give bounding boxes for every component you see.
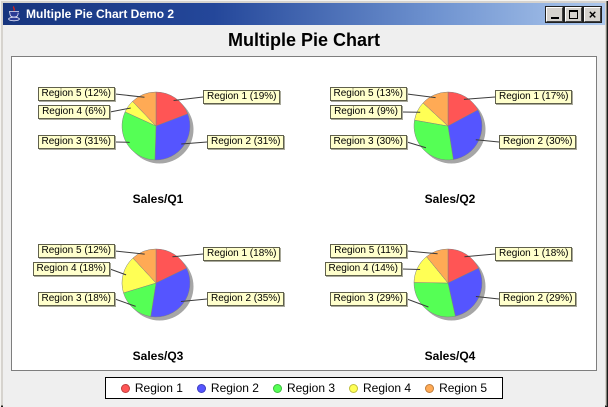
pie-section-label: Region 1 (19%) bbox=[203, 90, 281, 104]
close-button[interactable]: × bbox=[583, 5, 602, 23]
chart-legend: Region 1 Region 2 Region 3 Region 4 Regi… bbox=[104, 377, 504, 399]
label-connector-line bbox=[475, 139, 500, 143]
pie-slice-region-3 bbox=[121, 111, 157, 161]
pie-section-label: Region 5 (13%) bbox=[329, 87, 407, 101]
label-connector-line bbox=[406, 298, 429, 308]
label-connector-line bbox=[463, 96, 496, 100]
pie-slice-region-5 bbox=[132, 248, 157, 284]
pie-section-label: Region 2 (31%) bbox=[207, 135, 285, 149]
pie-section-label: Region 3 (29%) bbox=[329, 292, 407, 306]
legend-item-region-3: Region 3 bbox=[272, 381, 336, 395]
window-controls: × bbox=[545, 5, 602, 23]
pie-svg-sales-q4 bbox=[401, 248, 500, 321]
pie-svg-sales-q2 bbox=[401, 91, 500, 164]
pie-section-label: Region 4 (9%) bbox=[330, 105, 402, 119]
label-connector-line bbox=[464, 253, 496, 258]
pie-section-label: Region 5 (11%) bbox=[330, 244, 407, 258]
pie-slice-region-2 bbox=[447, 109, 483, 160]
subchart-title-q1: Sales/Q1 bbox=[132, 192, 184, 206]
label-connector-line bbox=[109, 268, 127, 276]
legend-item-region-4: Region 4 bbox=[349, 381, 411, 395]
label-connector-line bbox=[406, 93, 436, 99]
close-icon: × bbox=[588, 6, 597, 22]
label-connector-line bbox=[181, 141, 208, 145]
window-content: Multiple Pie Chart Sales/Q1 Region 1 (19… bbox=[3, 25, 605, 407]
legend-label-region-2: Region 2 bbox=[210, 381, 259, 395]
pie-chart-q1: Sales/Q1 Region 1 (19%) Region 2 (31%) Reg… bbox=[12, 57, 304, 214]
legend-swatch-region-1 bbox=[120, 383, 130, 393]
pie-section-label: Region 2 (29%) bbox=[499, 292, 577, 306]
legend-swatch-region-5 bbox=[425, 383, 435, 393]
java-cup-handle bbox=[17, 11, 20, 17]
pie-svg-sales-q1 bbox=[109, 91, 208, 164]
legend-swatch-region-2 bbox=[196, 383, 206, 393]
pie-chart-q4: Sales/Q4 Region 1 (18%) Region 2 (29%) Reg… bbox=[304, 214, 596, 370]
pie-section-label: Region 1 (17%) bbox=[495, 90, 573, 104]
pie-section-label: Region 4 (14%) bbox=[324, 262, 402, 276]
pie-section-label: Region 3 (18%) bbox=[37, 292, 115, 306]
legend-swatch-region-4 bbox=[349, 383, 359, 393]
legend-label-region-3: Region 3 bbox=[286, 381, 336, 395]
label-connector-line bbox=[114, 93, 145, 98]
label-connector-line bbox=[475, 296, 500, 300]
label-connector-line bbox=[114, 298, 136, 307]
subchart-title-q4: Sales/Q4 bbox=[424, 349, 476, 363]
title-bar[interactable]: Multiple Pie Chart Demo 2 × bbox=[3, 3, 605, 25]
java-icon[interactable] bbox=[6, 6, 22, 22]
pie-section-label: Region 2 (35%) bbox=[207, 292, 285, 306]
java-saucer bbox=[8, 16, 20, 22]
pie-slice-region-5 bbox=[132, 91, 157, 127]
legend-label-region-5: Region 5 bbox=[439, 381, 488, 395]
legend-item-region-1: Region 1 bbox=[120, 381, 183, 395]
label-connector-line bbox=[406, 141, 427, 149]
legend-swatch-region-3 bbox=[272, 383, 282, 393]
pie-section-label: Region 4 (18%) bbox=[32, 262, 110, 276]
pie-section-label: Region 1 (18%) bbox=[495, 247, 573, 261]
pie-section-label: Region 3 (30%) bbox=[329, 135, 407, 149]
pie-slice-region-2 bbox=[447, 267, 483, 317]
pie-section-label: Region 2 (30%) bbox=[499, 135, 577, 149]
label-connector-line bbox=[109, 107, 131, 113]
maximize-icon bbox=[569, 9, 578, 19]
legend-item-region-2: Region 2 bbox=[196, 381, 259, 395]
subchart-title-q2: Sales/Q2 bbox=[424, 192, 476, 206]
pie-slice-region-2 bbox=[150, 267, 191, 318]
minimize-icon bbox=[550, 17, 559, 19]
minimize-button[interactable] bbox=[545, 5, 564, 23]
pie-section-label: Region 4 (6%) bbox=[38, 105, 110, 119]
pie-slice-region-5 bbox=[422, 91, 449, 127]
legend-label-region-4: Region 4 bbox=[363, 381, 412, 395]
pie-slice-region-3 bbox=[413, 119, 454, 161]
pie-slice-region-3 bbox=[413, 282, 456, 318]
chart-panel[interactable]: Sales/Q1 Region 1 (19%) Region 2 (31%) Reg… bbox=[11, 56, 597, 371]
chart-main-title: Multiple Pie Chart bbox=[227, 30, 380, 50]
pie-chart-q2: Sales/Q2 Region 1 (17%) Region 2 (30%) Reg… bbox=[304, 57, 596, 214]
pie-chart-q3: Sales/Q3 Region 1 (18%) Region 2 (35%) Reg… bbox=[12, 214, 304, 370]
pie-section-label: Region 3 (31%) bbox=[37, 135, 115, 149]
label-connector-line bbox=[180, 298, 208, 302]
pie-slice-region-1 bbox=[155, 91, 189, 127]
pie-section-label: Region 5 (12%) bbox=[37, 244, 115, 258]
pie-slice-region-2 bbox=[154, 113, 191, 161]
pie-section-label: Region 5 (12%) bbox=[37, 87, 115, 101]
label-connector-line bbox=[173, 96, 204, 101]
label-connector-line bbox=[406, 250, 438, 255]
java-flame bbox=[12, 6, 16, 12]
subchart-title-q3: Sales/Q3 bbox=[132, 349, 184, 363]
pie-slice-region-5 bbox=[426, 248, 449, 284]
label-connector-line bbox=[114, 250, 145, 255]
pie-section-label: Region 1 (18%) bbox=[203, 247, 281, 261]
label-connector-line bbox=[172, 253, 204, 258]
window-title: Multiple Pie Chart Demo 2 bbox=[26, 7, 175, 21]
legend-label-region-1: Region 1 bbox=[134, 381, 183, 395]
legend-item-region-5: Region 5 bbox=[425, 381, 487, 395]
maximize-button[interactable] bbox=[564, 5, 583, 23]
java-cup bbox=[9, 11, 19, 18]
pie-svg-sales-q3 bbox=[109, 248, 208, 321]
